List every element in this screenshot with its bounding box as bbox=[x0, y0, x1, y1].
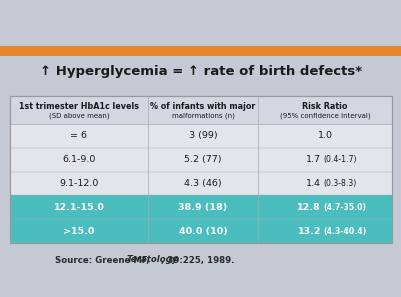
Bar bbox=[0, 46, 401, 56]
Text: Risk Ratio: Risk Ratio bbox=[302, 102, 347, 111]
Bar bbox=[10, 148, 391, 172]
Text: Source: Greene MF,: Source: Greene MF, bbox=[55, 255, 152, 265]
Text: = 6: = 6 bbox=[70, 131, 87, 140]
Text: 12.8: 12.8 bbox=[296, 203, 320, 212]
Text: malformations (n): malformations (n) bbox=[171, 113, 234, 119]
Bar bbox=[10, 195, 391, 219]
Text: 1.0: 1.0 bbox=[317, 131, 332, 140]
Text: 38.9 (18): 38.9 (18) bbox=[178, 203, 227, 212]
Bar bbox=[10, 172, 391, 195]
Text: 6.1-9.0: 6.1-9.0 bbox=[62, 155, 95, 164]
Text: , 39:225, 1989.: , 39:225, 1989. bbox=[160, 255, 234, 265]
Text: (SD above mean): (SD above mean) bbox=[49, 113, 109, 119]
Text: (95% confidence interval): (95% confidence interval) bbox=[279, 113, 369, 119]
Text: 12.1-15.0: 12.1-15.0 bbox=[53, 203, 104, 212]
Text: 40.0 (10): 40.0 (10) bbox=[178, 227, 227, 236]
Text: Teratology: Teratology bbox=[127, 255, 178, 265]
Text: (4.7-35.0): (4.7-35.0) bbox=[322, 203, 365, 212]
Text: 1.7: 1.7 bbox=[305, 155, 320, 164]
Bar bbox=[10, 96, 391, 243]
Text: 1st trimester HbA1c levels: 1st trimester HbA1c levels bbox=[19, 102, 139, 111]
Text: ↑ Hyperglycemia = ↑ rate of birth defects*: ↑ Hyperglycemia = ↑ rate of birth defect… bbox=[40, 66, 361, 78]
Bar bbox=[10, 124, 391, 148]
Text: 13.2: 13.2 bbox=[297, 227, 320, 236]
Text: 5.2 (77): 5.2 (77) bbox=[184, 155, 221, 164]
Text: (0.3-8.3): (0.3-8.3) bbox=[322, 179, 355, 188]
Text: % of infants with major: % of infants with major bbox=[150, 102, 255, 111]
Text: (4.3-40.4): (4.3-40.4) bbox=[322, 227, 365, 236]
Bar bbox=[10, 219, 391, 243]
Text: (0.4-1.7): (0.4-1.7) bbox=[322, 155, 356, 164]
Text: 1.4: 1.4 bbox=[305, 179, 320, 188]
Text: 9.1-12.0: 9.1-12.0 bbox=[59, 179, 98, 188]
Text: 4.3 (46): 4.3 (46) bbox=[184, 179, 221, 188]
Text: >15.0: >15.0 bbox=[63, 227, 95, 236]
Bar bbox=[10, 96, 391, 243]
Text: 3 (99): 3 (99) bbox=[188, 131, 217, 140]
